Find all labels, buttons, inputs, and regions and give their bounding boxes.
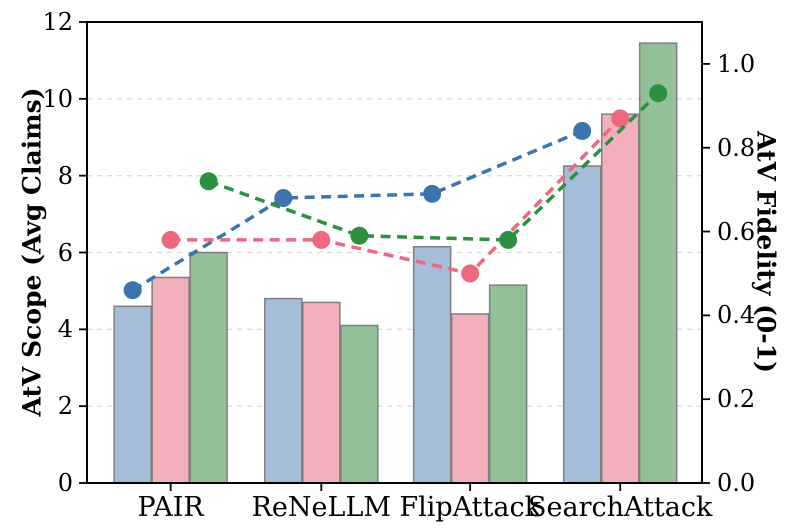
marker-blue-line-FlipAttack <box>423 184 442 203</box>
right-tick-label-1.0: 1.0 <box>717 49 756 78</box>
bar-blue-bars-FlipAttack <box>412 245 452 484</box>
left-tick-label-4: 4 <box>57 315 73 344</box>
left-tick-label-0: 0 <box>57 469 73 497</box>
left-tick-label-6: 6 <box>57 238 73 267</box>
green-line <box>208 91 660 242</box>
marker-pink-line-FlipAttack <box>461 264 480 283</box>
x-tick-label-FlipAttack: FlipAttack <box>399 492 541 523</box>
marker-green-line-SearchAttack <box>649 84 668 103</box>
bar-blue-bars-SearchAttack <box>562 165 602 484</box>
marker-green-line-PAIR <box>199 172 218 191</box>
marker-blue-line-PAIR <box>123 281 142 300</box>
marker-blue-line-SearchAttack <box>573 121 592 140</box>
bar-blue-bars-ReNeLLM <box>264 297 303 484</box>
left-tick-label-10: 10 <box>42 84 73 113</box>
right-tick-label-0.8: 0.8 <box>717 133 756 162</box>
x-tick-label-SearchAttack: SearchAttack <box>528 492 713 523</box>
x-tick-label-PAIR: PAIR <box>137 492 204 523</box>
left-tick-label-2: 2 <box>57 392 73 421</box>
bar-green-bars-PAIR <box>189 251 228 484</box>
pink-line <box>170 117 622 276</box>
marker-pink-line-ReNeLLM <box>312 230 331 249</box>
bar-blue-bars-PAIR <box>113 305 152 484</box>
bar-pink-bars-ReNeLLM <box>302 301 341 484</box>
right-tick-label-0.2: 0.2 <box>717 385 756 414</box>
bar-pink-bars-SearchAttack <box>600 113 640 484</box>
bar-green-bars-SearchAttack <box>638 42 678 484</box>
left-tick-label-12: 12 <box>42 8 73 36</box>
x-tick-label-ReNeLLM: ReNeLLM <box>251 492 392 523</box>
blue-line <box>131 129 583 292</box>
bar-pink-bars-PAIR <box>151 276 190 484</box>
bar-pink-bars-FlipAttack <box>450 313 490 484</box>
right-tick-label-0.6: 0.6 <box>717 217 756 246</box>
left-tick-label-8: 8 <box>57 161 73 190</box>
right-tick-label-0.0: 0.0 <box>717 469 756 497</box>
bar-green-bars-FlipAttack <box>488 284 528 484</box>
marker-pink-line-SearchAttack <box>611 109 630 128</box>
marker-green-line-ReNeLLM <box>350 226 369 245</box>
right-axis-label: AtV Fidelity (0-1) <box>751 131 781 373</box>
marker-pink-line-PAIR <box>161 230 180 249</box>
left-axis-label: AtV Scope (Avg Claims) <box>17 87 47 417</box>
marker-blue-line-ReNeLLM <box>274 189 293 208</box>
right-tick-label-0.4: 0.4 <box>717 301 756 330</box>
marker-green-line-FlipAttack <box>499 230 518 249</box>
bar-green-bars-ReNeLLM <box>340 324 379 484</box>
